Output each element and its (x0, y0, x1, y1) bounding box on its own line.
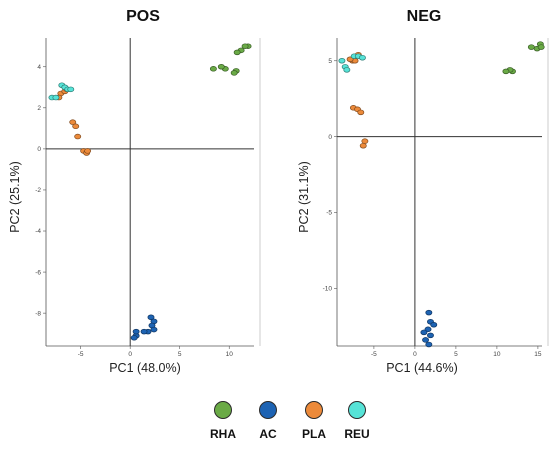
legend-label-reu: REU (344, 427, 369, 441)
neg-point-reu (338, 58, 346, 64)
pos-x-axis-title: PC1 (48.0%) (109, 361, 181, 375)
neg-point-ac (425, 341, 433, 348)
neg-point-reu (358, 54, 366, 61)
pos-y-axis-title: PC2 (25.1%) (8, 161, 22, 233)
neg-y-tick-label: 0 (328, 134, 332, 141)
pos-panel: POS PC1 (48.0%) PC2 (25.1%) -5 0 5 10 4 2 0 -2 -… (8, 8, 261, 375)
pos-point-rha (233, 49, 241, 56)
neg-x-tick-label: 15 (534, 351, 542, 358)
legend: RHA AC PLA REU (210, 401, 370, 441)
pos-point-rha (209, 66, 217, 72)
pos-point-pla (74, 133, 82, 140)
neg-title: NEG (407, 8, 442, 25)
legend-label-pla: PLA (302, 427, 326, 441)
pos-point-ac (132, 328, 140, 335)
neg-point-rha (502, 68, 510, 75)
neg-x-tick-label: 10 (493, 351, 501, 358)
pos-point-rha (230, 70, 238, 76)
pos-x-tick-label: 0 (128, 351, 132, 358)
neg-x-tick-label: -5 (371, 351, 377, 358)
pos-title: POS (126, 8, 160, 25)
legend-marker-reu (348, 401, 366, 419)
neg-point-rha (527, 44, 535, 50)
pos-point-ac (147, 314, 155, 321)
neg-y-tick-label: -10 (323, 286, 333, 293)
neg-y-tick-label: -5 (326, 210, 332, 217)
legend-marker-rha (214, 401, 232, 419)
neg-point-pla (361, 138, 369, 144)
neg-point-rha (537, 44, 545, 50)
pos-y-tick-label: 0 (37, 146, 41, 153)
pos-point-pla (72, 123, 80, 130)
pos-point-ac (130, 335, 138, 341)
pos-point-ac (150, 326, 158, 333)
neg-x-tick-label: 5 (454, 351, 458, 358)
pos-x-tick-label: 5 (178, 351, 182, 358)
pos-point-rha (241, 43, 249, 49)
pos-point-reu (67, 86, 75, 93)
neg-point-ac (427, 332, 434, 339)
pos-point-ac (140, 328, 148, 335)
pos-y-tick-label: -8 (35, 310, 41, 317)
pos-point-reu (52, 94, 60, 101)
neg-y-axis-title: PC2 (31.1%) (297, 161, 311, 233)
pos-y-tick-label: -4 (35, 228, 41, 235)
neg-x-axis-title: PC1 (44.6%) (386, 361, 458, 375)
pos-point-pla (84, 148, 92, 154)
neg-point-ac (430, 322, 438, 328)
legend-label-ac: AC (259, 427, 277, 441)
neg-y-tick-label: 5 (328, 58, 332, 65)
pos-y-tick-label: 2 (37, 105, 41, 112)
pos-point-pla (69, 119, 77, 125)
legend-marker-ac (259, 401, 277, 419)
neg-point-reu (343, 67, 351, 73)
pos-x-tick-label: -5 (78, 351, 84, 358)
neg-point-ac (422, 337, 430, 343)
neg-point-ac (420, 329, 428, 336)
neg-panel: NEG PC1 (44.6%) PC2 (31.1%) -5 0 5 10 15 5 0 -5… (297, 8, 549, 375)
legend-label-rha: RHA (210, 427, 236, 441)
neg-point-pla (359, 142, 367, 149)
neg-x-tick-label: 0 (413, 351, 417, 358)
pos-x-tick-label: 10 (226, 351, 234, 358)
neg-point-pla (357, 109, 365, 116)
legend-marker-pla (305, 401, 323, 419)
pos-y-tick-label: -2 (35, 187, 41, 194)
pos-point-rha (217, 63, 225, 70)
pos-y-tick-label: -6 (35, 269, 41, 276)
neg-point-ac (425, 309, 433, 316)
pos-y-tick-label: 4 (37, 64, 41, 71)
